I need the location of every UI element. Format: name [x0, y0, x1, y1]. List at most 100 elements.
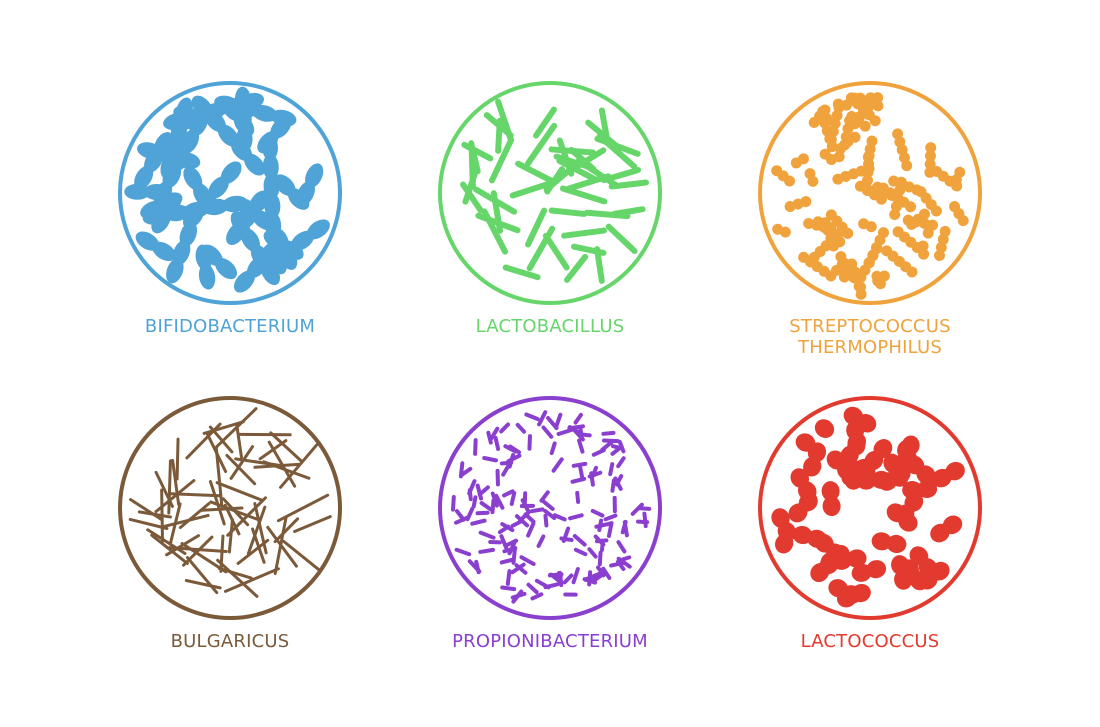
- bacterium: [539, 490, 550, 503]
- label-line: LACTOCOCCUS: [800, 631, 940, 652]
- bacterium: [537, 410, 548, 427]
- lactobacillus-icon: [438, 81, 662, 305]
- bacterium: [499, 422, 510, 434]
- bacterium: [616, 556, 632, 569]
- bacterium: [561, 526, 571, 543]
- bacterium: [556, 427, 574, 437]
- bacterium: [930, 515, 963, 543]
- bacterium: [933, 225, 951, 262]
- bacterium: [214, 446, 224, 507]
- bacterium: [601, 438, 620, 444]
- bacterium: [454, 509, 466, 522]
- dish-outline: [118, 81, 342, 305]
- bacterium: [821, 481, 841, 517]
- bacterium: [862, 135, 878, 163]
- bacterium: [208, 479, 226, 526]
- bacterium: [591, 448, 606, 457]
- bacterium: [549, 441, 557, 456]
- bacterium: [542, 232, 570, 271]
- bacterium: [854, 180, 887, 205]
- label-propionibacterium: PROPIONIBACTERIUM: [400, 631, 700, 652]
- bacterium: [501, 464, 511, 477]
- bacterium: [577, 438, 585, 454]
- bacterium: [509, 490, 517, 506]
- bacterium: [540, 498, 555, 511]
- bacterium: [478, 530, 496, 540]
- label-line: PROPIONIBACTERIUM: [452, 631, 648, 652]
- cell-bulgaricus: BULGARICUS: [80, 393, 380, 652]
- bacterium: [524, 122, 558, 167]
- bacterium: [808, 104, 831, 128]
- bacterium: [949, 201, 969, 227]
- bacterium: [788, 492, 818, 523]
- bulgaricus-icon: [118, 396, 342, 620]
- bacterium: [526, 521, 536, 538]
- bacterium: [536, 534, 546, 548]
- bacterium: [772, 223, 791, 238]
- bacterium: [150, 533, 189, 565]
- bacterium: [479, 501, 493, 512]
- bacterium: [642, 511, 648, 529]
- bacterium: [134, 132, 174, 190]
- bacterium: [478, 547, 495, 554]
- bacterium: [146, 528, 187, 555]
- bacterium: [568, 513, 584, 521]
- bacterium: [596, 565, 606, 578]
- bacterium: [924, 142, 937, 178]
- bacterium: [160, 488, 165, 543]
- bacterium: [578, 425, 584, 440]
- dish-outline: [438, 81, 662, 305]
- bacterium: [838, 263, 850, 283]
- label-line: THERMOPHILUS: [798, 337, 942, 358]
- bacterium: [461, 141, 494, 162]
- bacterium: [784, 196, 812, 212]
- bacterium: [183, 166, 213, 208]
- bacterium: [273, 517, 300, 544]
- bacterium: [871, 532, 907, 553]
- bacterium: [253, 502, 268, 555]
- bacterium: [556, 157, 599, 183]
- bacterium: [819, 148, 837, 166]
- dish-outline: [438, 396, 662, 620]
- bacterium: [798, 251, 837, 282]
- bacterium: [167, 459, 172, 515]
- bacterium: [587, 547, 598, 559]
- bacterium: [511, 589, 524, 604]
- bacterium: [543, 513, 549, 528]
- bacterium: [603, 513, 618, 522]
- propionibacterium-icon: [438, 396, 662, 620]
- label-line: LACTOBACILLUS: [475, 316, 625, 337]
- bacterium: [594, 246, 605, 284]
- bacterium: [171, 458, 181, 507]
- bacterium: [202, 420, 245, 435]
- bacterium: [922, 220, 938, 239]
- bacterium: [251, 527, 266, 564]
- bacterium: [467, 559, 482, 574]
- bacterium: [253, 462, 301, 469]
- bacterium: [636, 506, 652, 511]
- bacterium: [523, 512, 536, 524]
- bacterium: [575, 490, 581, 504]
- label-bifidobacterium: BIFIDOBACTERIUM: [80, 316, 380, 337]
- bacterium: [481, 208, 509, 255]
- bacterium: [601, 430, 616, 436]
- bacterium: [810, 551, 840, 583]
- bacterium: [246, 505, 267, 555]
- bacterium: [489, 426, 500, 441]
- bacterium: [500, 585, 517, 592]
- microbe-group: [460, 98, 649, 284]
- bacterium: [184, 579, 222, 590]
- bacterium: [180, 542, 228, 574]
- bacterium: [185, 556, 219, 595]
- dish-outline: [758, 81, 982, 305]
- cell-lactococcus: LACTOCOCCUS: [720, 393, 1020, 652]
- bacterium: [562, 573, 574, 585]
- bacterium: [507, 539, 518, 556]
- bacterium: [460, 466, 473, 477]
- lactococcus-icon: [758, 396, 982, 620]
- bacterium: [616, 456, 626, 469]
- bacterium: [215, 481, 264, 502]
- bacterium: [467, 479, 477, 496]
- bacterium: [790, 153, 809, 169]
- bacterium: [261, 134, 282, 239]
